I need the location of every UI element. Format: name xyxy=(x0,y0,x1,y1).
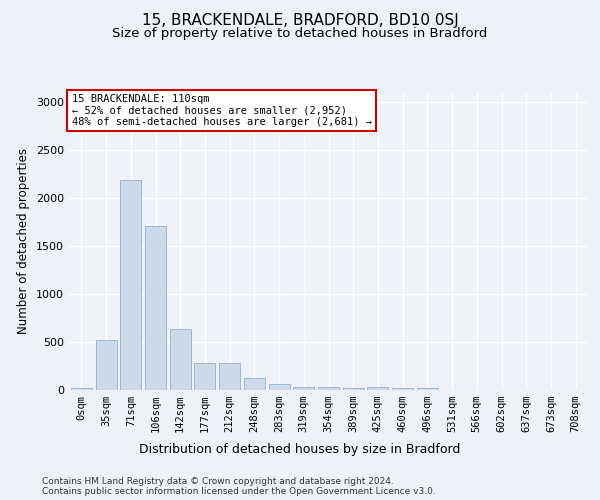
Text: Distribution of detached houses by size in Bradford: Distribution of detached houses by size … xyxy=(139,442,461,456)
Bar xyxy=(145,226,166,390)
Bar xyxy=(95,340,116,390)
Text: 15, BRACKENDALE, BRADFORD, BD10 0SJ: 15, BRACKENDALE, BRADFORD, BD10 0SJ xyxy=(142,12,458,28)
Text: Contains public sector information licensed under the Open Government Licence v3: Contains public sector information licen… xyxy=(42,488,436,496)
Text: 15 BRACKENDALE: 110sqm
← 52% of detached houses are smaller (2,952)
48% of semi-: 15 BRACKENDALE: 110sqm ← 52% of detached… xyxy=(71,94,371,127)
Bar xyxy=(120,180,141,390)
Bar xyxy=(318,387,339,390)
Bar xyxy=(367,387,388,390)
Bar xyxy=(417,388,438,390)
Bar xyxy=(244,378,265,390)
Bar xyxy=(194,363,215,390)
Bar xyxy=(392,388,413,390)
Text: Contains HM Land Registry data © Crown copyright and database right 2024.: Contains HM Land Registry data © Crown c… xyxy=(42,478,394,486)
Text: Size of property relative to detached houses in Bradford: Size of property relative to detached ho… xyxy=(112,28,488,40)
Y-axis label: Number of detached properties: Number of detached properties xyxy=(17,148,31,334)
Bar xyxy=(71,388,92,390)
Bar xyxy=(343,388,364,390)
Bar xyxy=(269,384,290,390)
Bar xyxy=(170,329,191,390)
Bar xyxy=(293,386,314,390)
Bar xyxy=(219,363,240,390)
